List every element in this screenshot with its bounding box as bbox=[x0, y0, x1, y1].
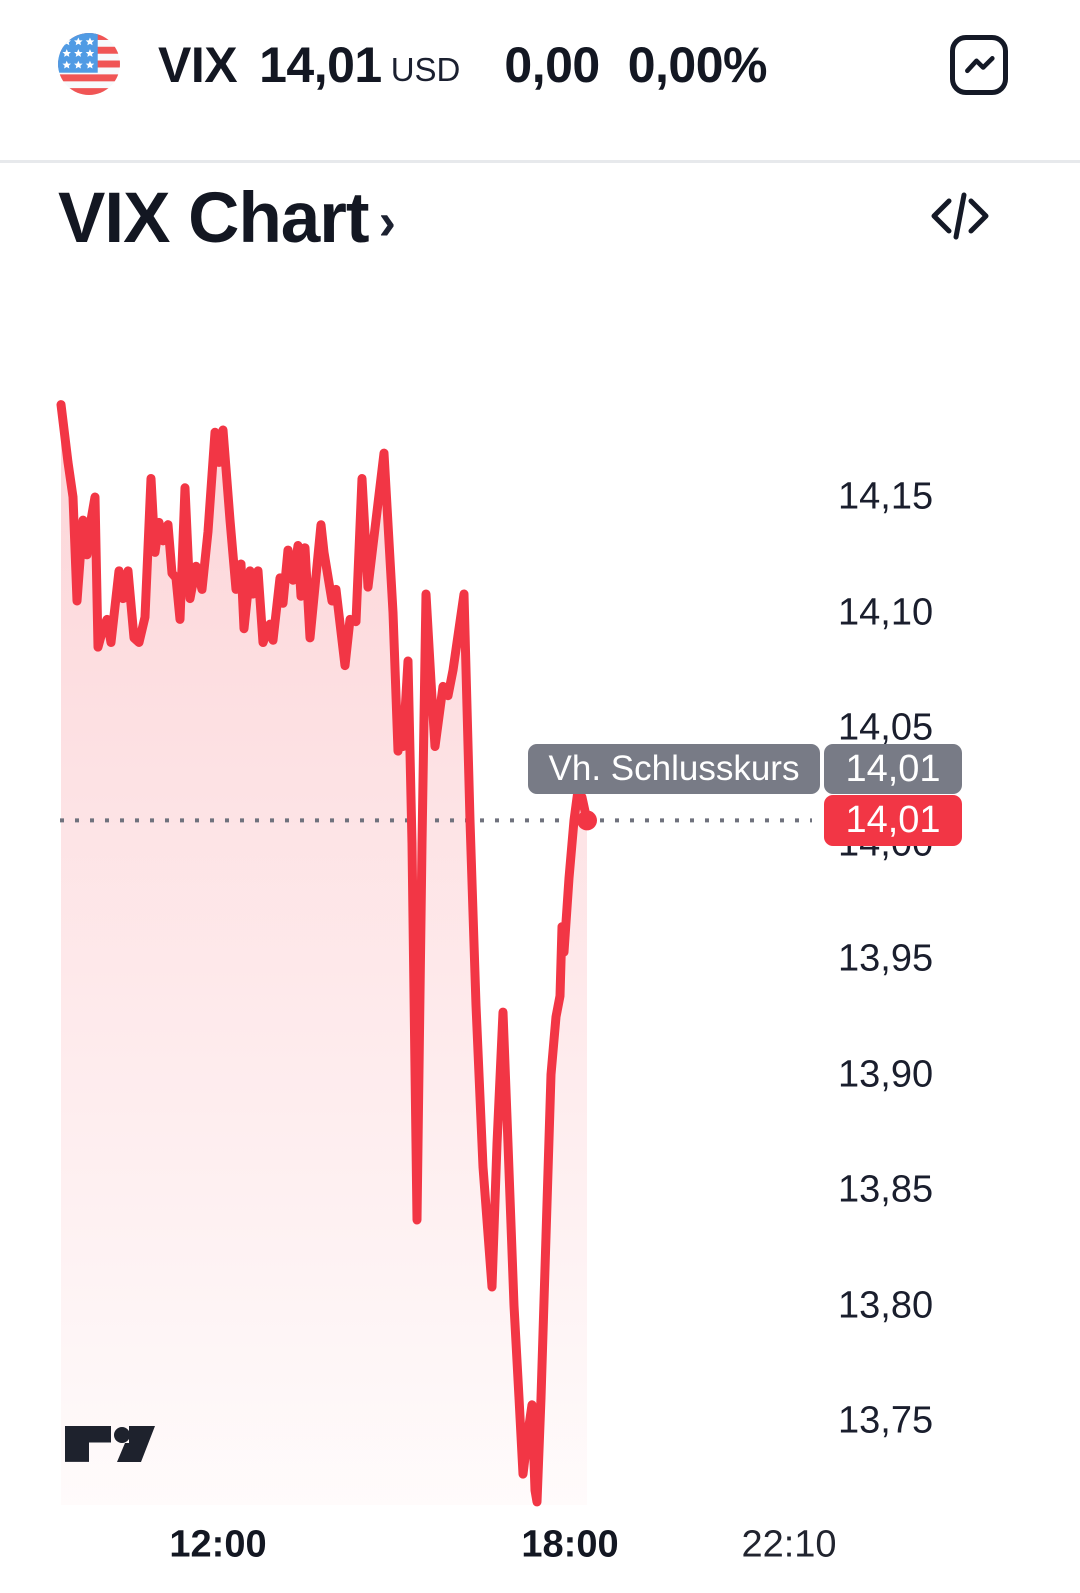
price-line bbox=[56, 400, 592, 1507]
symbol-label: VIX bbox=[158, 37, 238, 93]
last-price-badge: 14,01 bbox=[824, 795, 962, 846]
tradingview-logo[interactable] bbox=[65, 1426, 155, 1463]
price-change-percent: 0,00% bbox=[627, 37, 768, 93]
y-axis-label: 14,15 bbox=[838, 475, 934, 518]
y-axis-label: 14,05 bbox=[838, 706, 934, 749]
chart-title-link[interactable]: VIX Chart › bbox=[58, 178, 396, 259]
last-price: 14,01 bbox=[259, 37, 382, 93]
x-axis-label: 18:00 bbox=[521, 1523, 619, 1566]
quote-header-text: VIX 14,01 USD 0,00 0,00% bbox=[158, 0, 768, 130]
price-change: 0,00 bbox=[504, 37, 600, 93]
quote-header: VIX 14,01 USD 0,00 0,00% bbox=[0, 0, 1080, 162]
chevron-right-icon: › bbox=[378, 192, 396, 251]
y-axis-label: 13,80 bbox=[838, 1284, 934, 1327]
y-axis-label: 13,95 bbox=[838, 937, 934, 980]
y-axis-label: 13,85 bbox=[838, 1168, 934, 1211]
trend-line-icon bbox=[965, 56, 995, 74]
y-axis-label: 14,10 bbox=[838, 591, 934, 634]
x-axis-label: 12:00 bbox=[169, 1523, 267, 1566]
x-axis-label: 22:10 bbox=[741, 1523, 837, 1566]
us-flag-icon bbox=[58, 33, 120, 95]
last-price-dot bbox=[577, 810, 597, 831]
embed-code-button[interactable] bbox=[928, 188, 992, 244]
y-axis-label: 13,90 bbox=[838, 1053, 934, 1096]
currency-label: USD bbox=[390, 51, 461, 88]
mini-chart-button[interactable] bbox=[950, 35, 1008, 95]
header-divider bbox=[0, 160, 1080, 163]
prev-close-label-badge: Vh. Schlusskurs bbox=[528, 744, 820, 794]
page-title: VIX Chart bbox=[58, 179, 370, 258]
prev-close-value-badge: 14,01 bbox=[824, 744, 962, 794]
y-axis-label: 13,75 bbox=[838, 1399, 934, 1442]
